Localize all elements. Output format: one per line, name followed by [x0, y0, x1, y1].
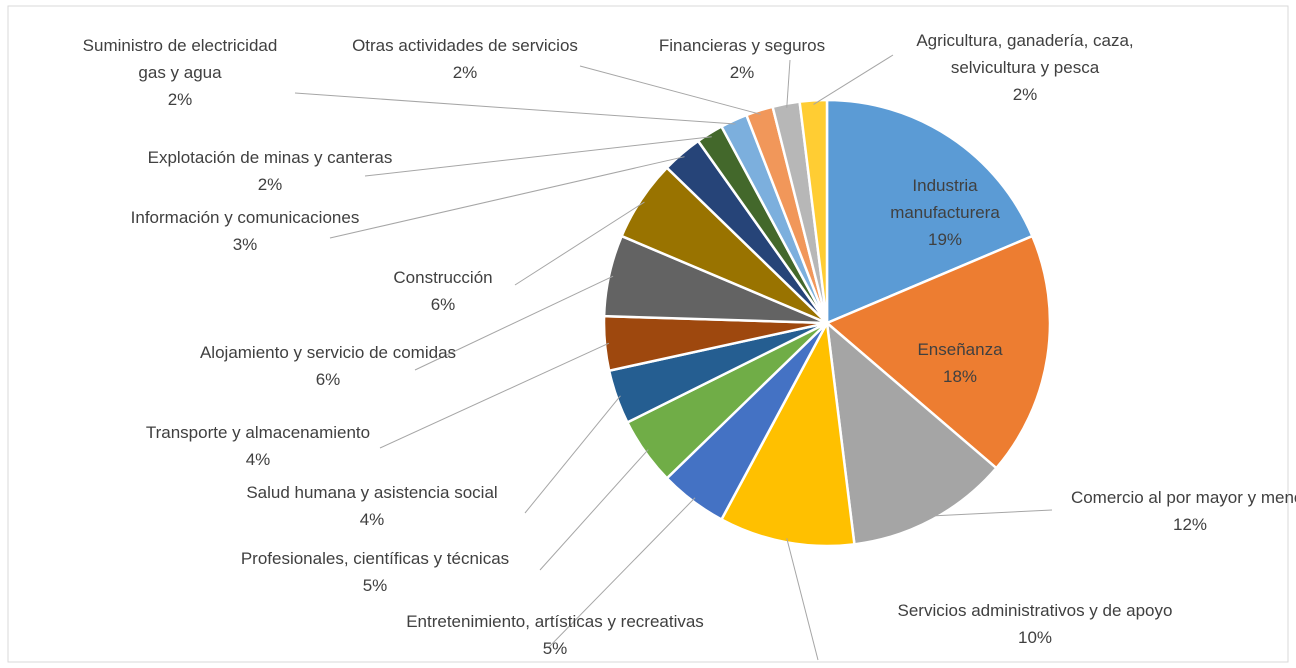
data-label: Otras actividades de servicios 2% — [305, 32, 625, 86]
leader-line — [547, 497, 696, 649]
pie-slice — [719, 318, 856, 548]
percent-label: 5% — [362, 576, 388, 595]
category-label: Otras actividades de servicios — [352, 36, 578, 55]
percent-label: 2% — [1012, 85, 1038, 104]
category-label: Industria manufacturera — [890, 176, 1000, 222]
percent-label: 12% — [1172, 515, 1208, 534]
category-label: Enseñanza — [917, 340, 1003, 359]
data-label: Profesionales, científicas y técnicas 5% — [195, 545, 555, 599]
leader-line — [364, 136, 712, 177]
category-label: Suministro de electricidad gas y agua — [82, 36, 278, 82]
leader-line — [786, 59, 791, 108]
category-label: Explotación de minas y canteras — [147, 148, 393, 167]
leader-line — [414, 275, 614, 371]
category-label: Información y comunicaciones — [130, 208, 360, 227]
pie-slice — [824, 234, 1052, 470]
leader-line — [294, 92, 736, 125]
pie-slice — [798, 98, 829, 324]
data-label: Comercio al por mayor y menor 12% — [1055, 484, 1296, 538]
data-label: Servicios administrativos y de apoyo 10% — [885, 597, 1185, 651]
leader-line — [514, 201, 645, 286]
category-label: Alojamiento y servicio de comidas — [199, 343, 457, 362]
data-label: Salud humana y asistencia social 4% — [222, 479, 522, 533]
percent-label: 6% — [315, 370, 341, 389]
percent-label: 2% — [729, 63, 755, 82]
data-label: Industria manufacturera 19% — [860, 172, 1030, 253]
data-label: Entretenimiento, artísticas y recreativa… — [355, 608, 755, 662]
data-label: Enseñanza 18% — [890, 336, 1030, 390]
percent-label: 10% — [1017, 628, 1053, 647]
data-label: Transporte y almacenamiento 4% — [108, 419, 408, 473]
percent-label: 18% — [942, 367, 978, 386]
category-label: Servicios administrativos y de apoyo — [897, 601, 1173, 620]
leader-line — [329, 156, 685, 239]
leader-line — [813, 54, 894, 105]
leader-line — [786, 538, 819, 661]
percent-label: 3% — [232, 235, 258, 254]
percent-label: 5% — [542, 639, 568, 658]
category-label: Transporte y almacenamiento — [145, 423, 371, 442]
leader-line — [930, 509, 1053, 517]
category-label: Comercio al por mayor y menor — [1070, 488, 1296, 507]
percent-label: 2% — [257, 175, 283, 194]
data-label: Explotación de minas y canteras 2% — [110, 144, 430, 198]
percent-label: 6% — [430, 295, 456, 314]
category-label: Agricultura, ganadería, caza, selvicultu… — [916, 31, 1134, 77]
data-label: Suministro de electricidad gas y agua 2% — [73, 32, 288, 113]
leader-line — [539, 449, 649, 571]
data-label: Agricultura, ganadería, caza, selvicultu… — [910, 27, 1140, 108]
pie-slice — [825, 98, 1034, 325]
leader-line — [579, 65, 761, 115]
data-label: Información y comunicaciones 3% — [85, 204, 405, 258]
percent-label: 4% — [245, 450, 271, 469]
category-label: Financieras y seguros — [658, 36, 826, 55]
category-label: Construcción — [393, 268, 493, 287]
pie-slice — [825, 319, 999, 546]
percent-label: 2% — [452, 63, 478, 82]
data-label: Financieras y seguros 2% — [622, 32, 862, 86]
category-label: Profesionales, científicas y técnicas — [240, 549, 510, 568]
category-label: Entretenimiento, artísticas y recreativa… — [406, 612, 704, 631]
percent-label: 4% — [359, 510, 385, 529]
data-label: Construcción 6% — [343, 264, 543, 318]
category-label: Salud humana y asistencia social — [246, 483, 498, 502]
percent-label: 2% — [167, 90, 193, 109]
leader-line — [524, 395, 621, 514]
percent-label: 19% — [927, 230, 963, 249]
data-label: Alojamiento y servicio de comidas 6% — [148, 339, 508, 393]
leader-line — [379, 342, 610, 449]
